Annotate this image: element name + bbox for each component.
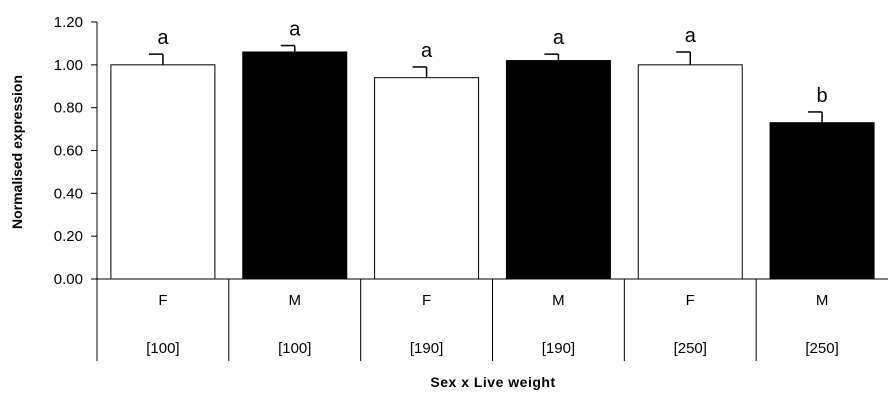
y-tick-label: 0.60 — [54, 143, 83, 160]
y-axis-title: Normalised expression — [9, 75, 25, 229]
bar-female — [374, 77, 480, 280]
x-category-weight-label: [250] — [674, 340, 707, 357]
y-tick-label: 1.00 — [54, 57, 83, 74]
significance-letter: a — [553, 27, 565, 49]
significance-letter: a — [289, 19, 301, 41]
y-tick-label: 0.80 — [54, 100, 83, 117]
significance-letter: b — [817, 85, 828, 107]
x-category-sex-label: M — [552, 292, 565, 309]
x-category-weight-label: [190] — [410, 340, 443, 357]
bar-male — [505, 60, 611, 280]
x-category-weight-label: [190] — [542, 340, 575, 357]
bar-female — [637, 64, 743, 280]
x-category-weight-label: [100] — [146, 340, 179, 357]
x-category-sex-label: M — [816, 292, 829, 309]
significance-letter: a — [685, 25, 697, 47]
x-category-sex-label: F — [686, 292, 695, 309]
y-tick-label: 0.40 — [54, 185, 83, 202]
significance-letter: a — [157, 27, 169, 49]
bar-male — [769, 122, 875, 280]
y-tick-label: 0.00 — [54, 271, 83, 288]
x-category-weight-label: [250] — [805, 340, 838, 357]
x-category-weight-label: [100] — [278, 340, 311, 357]
x-category-sex-label: M — [289, 292, 302, 309]
bar-male — [242, 51, 348, 280]
y-tick-label: 0.20 — [54, 228, 83, 245]
y-tick-label: 1.20 — [54, 14, 83, 31]
x-axis-title: Sex x Live weight — [430, 374, 555, 390]
significance-letter: a — [421, 40, 433, 62]
x-category-sex-label: F — [422, 292, 431, 309]
bar-female — [110, 64, 216, 280]
x-category-sex-label: F — [158, 292, 167, 309]
